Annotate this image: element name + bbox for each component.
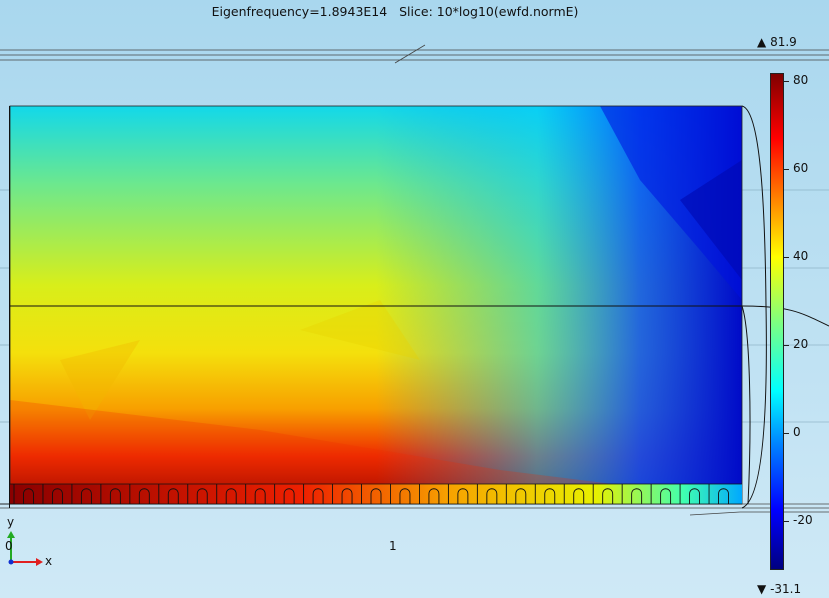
grating-tooth xyxy=(457,488,469,504)
grating-tooth xyxy=(573,488,585,504)
colorbar-tick-mark xyxy=(784,257,789,259)
grating-tooth xyxy=(225,488,237,504)
grating-tooth xyxy=(138,488,150,504)
grating-tooth xyxy=(51,488,63,504)
colorbar-tick-label: -20 xyxy=(793,513,813,528)
grating-tooth xyxy=(80,488,92,504)
grating-tooth xyxy=(167,488,179,504)
field-slice xyxy=(9,105,743,505)
grating-tooth xyxy=(23,488,34,504)
grating-strip xyxy=(0,483,742,505)
grating-tooth xyxy=(254,488,266,504)
grating-tooth xyxy=(602,488,614,504)
grating-tooth xyxy=(515,488,527,504)
y-axis-name: y xyxy=(7,515,15,529)
grating-tooth xyxy=(399,488,411,504)
colorbar xyxy=(770,73,784,570)
grating-tooth xyxy=(486,488,498,504)
grating-tooth xyxy=(544,488,556,504)
colorbar-tick-mark xyxy=(784,345,789,347)
grating-tooth xyxy=(341,488,353,504)
colorbar-max-label: ▲ 81.9 xyxy=(757,35,797,49)
grating-tooth xyxy=(109,488,121,504)
colorbar-tick-label: 80 xyxy=(793,73,809,88)
axis-triad xyxy=(7,531,43,566)
colorbar-tick-mark xyxy=(784,433,789,435)
x-axis-name: x xyxy=(45,554,53,568)
colorbar-tick-label: 20 xyxy=(793,337,809,352)
grating-tooth xyxy=(660,488,672,504)
origin-label: 0 xyxy=(5,539,13,553)
grating-tooth xyxy=(370,488,382,504)
colorbar-tick-label: 60 xyxy=(793,161,809,176)
colorbar-min-label: ▼ -31.1 xyxy=(757,582,802,596)
grating-tooth xyxy=(631,488,643,504)
grid-lines xyxy=(0,189,829,423)
colorbar-tick-label: 40 xyxy=(793,249,809,264)
colorbar-tick-mark xyxy=(784,81,789,83)
x-tick-label: 1 xyxy=(389,539,397,553)
colorbar-tick-mark xyxy=(784,169,789,171)
grating-tooth xyxy=(689,488,701,504)
grating-tooth xyxy=(718,488,729,504)
boundary-curves xyxy=(741,105,829,509)
grating-tooth xyxy=(312,488,324,504)
plot-title: Eigenfrequency=1.8943E14 Slice: 10*log10… xyxy=(211,4,579,19)
colorbar-tick-mark xyxy=(784,521,789,523)
grating-tooth xyxy=(428,488,440,504)
max-triangle-icon: ▲ xyxy=(757,35,767,49)
grating-tooth xyxy=(283,488,295,504)
grating-tooth xyxy=(196,488,208,504)
min-triangle-icon: ▼ xyxy=(757,582,767,596)
colorbar-tick-label: 0 xyxy=(793,425,801,440)
